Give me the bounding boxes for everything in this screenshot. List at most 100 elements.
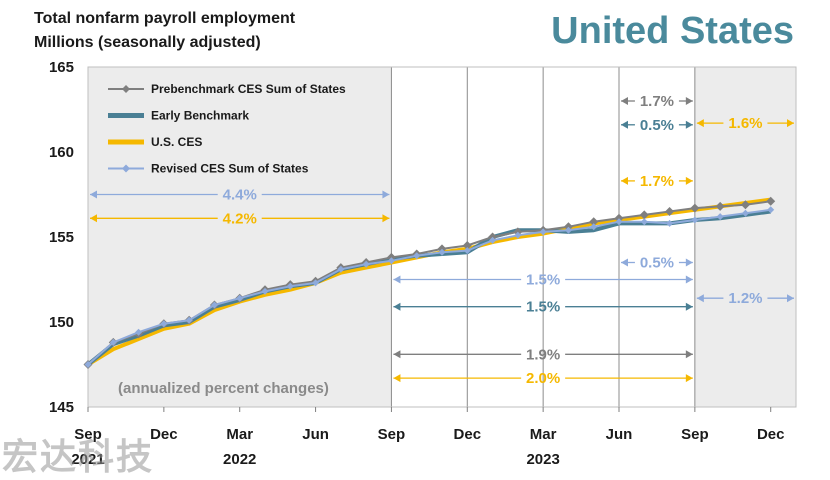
data-point bbox=[590, 223, 598, 231]
data-point bbox=[589, 217, 599, 227]
annotation-arrow bbox=[685, 350, 693, 359]
legend-label: Revised CES Sum of States bbox=[151, 162, 309, 176]
data-point bbox=[261, 287, 269, 295]
annotation-arrow bbox=[685, 302, 693, 311]
annotation-arrow bbox=[696, 294, 704, 303]
y-tick-label: 165 bbox=[49, 59, 74, 76]
annotation-label: 1.7% bbox=[640, 93, 674, 110]
x-tick-label: Dec bbox=[454, 426, 482, 443]
legend-label: Early Benchmark bbox=[151, 109, 249, 123]
data-point bbox=[666, 219, 674, 227]
data-point bbox=[84, 361, 92, 368]
legend-label: U.S. CES bbox=[151, 135, 202, 149]
data-point bbox=[539, 228, 547, 236]
annotation-arrow bbox=[787, 119, 794, 128]
watermark: 宏达科技 bbox=[2, 436, 155, 477]
plot-area bbox=[87, 66, 797, 408]
data-point bbox=[413, 252, 421, 260]
data-point bbox=[514, 231, 522, 239]
country-label: United States bbox=[551, 10, 794, 52]
data-point bbox=[665, 207, 675, 216]
chart-title: Total nonfarm payroll employment bbox=[34, 10, 296, 27]
annotation-arrow bbox=[393, 302, 401, 311]
annotation-arrow bbox=[382, 190, 390, 199]
data-point bbox=[741, 209, 749, 217]
annotation-arrow bbox=[685, 97, 693, 105]
data-point bbox=[463, 247, 471, 255]
data-point bbox=[489, 236, 497, 244]
data-point bbox=[716, 213, 724, 221]
year-label: 2021 bbox=[71, 451, 104, 468]
annotation-arrow bbox=[685, 275, 693, 284]
annotation-label: 1.5% bbox=[526, 272, 560, 289]
annotation-arrow bbox=[685, 258, 693, 267]
y-tick-label: 160 bbox=[49, 144, 74, 161]
x-tick-label: Sep bbox=[681, 426, 709, 443]
data-point bbox=[135, 328, 143, 336]
annotation-label: 2.0% bbox=[526, 370, 560, 387]
annotation-label: 4.2% bbox=[223, 210, 257, 227]
data-point bbox=[767, 206, 775, 214]
data-point bbox=[362, 260, 370, 268]
x-tick-label: Mar bbox=[226, 426, 253, 443]
data-point bbox=[690, 203, 700, 213]
annotation-arrow bbox=[621, 97, 628, 105]
annotation-arrow bbox=[621, 120, 628, 129]
data-point bbox=[387, 257, 395, 265]
data-point bbox=[312, 279, 320, 287]
y-tick-label: 150 bbox=[49, 314, 74, 331]
x-tick-label: Dec bbox=[757, 426, 785, 443]
annotation-arrow bbox=[621, 258, 628, 267]
data-point bbox=[615, 218, 623, 226]
data-point bbox=[210, 301, 218, 309]
x-tick-label: Dec bbox=[150, 426, 178, 443]
data-point bbox=[185, 316, 193, 324]
legend-marker bbox=[122, 85, 130, 93]
annotation-arrow bbox=[393, 350, 401, 359]
annotation-label: 1.2% bbox=[728, 290, 762, 307]
annotation-arrow bbox=[685, 120, 693, 129]
x-tick-label: Jun bbox=[606, 426, 633, 443]
chart-subtitle: Millions (seasonally adjusted) bbox=[34, 34, 261, 51]
annotation-label: 1.6% bbox=[728, 115, 762, 132]
annotation-label: 1.9% bbox=[526, 346, 560, 363]
annotation-arrow bbox=[685, 374, 693, 383]
data-point bbox=[286, 282, 294, 290]
data-point bbox=[639, 210, 649, 220]
annotation-arrow bbox=[382, 214, 390, 223]
annotation-arrow bbox=[393, 374, 401, 383]
y-tick-label: 155 bbox=[49, 229, 74, 246]
data-point bbox=[715, 201, 725, 211]
annotation-note: (annualized percent changes) bbox=[118, 380, 329, 397]
x-tick-label: Mar bbox=[530, 426, 557, 443]
data-point bbox=[640, 218, 648, 226]
annotation-label: 0.5% bbox=[640, 255, 674, 272]
data-point bbox=[766, 196, 776, 206]
data-point bbox=[438, 248, 446, 256]
annotation-label: 1.5% bbox=[526, 299, 560, 316]
series-line bbox=[87, 208, 771, 366]
legend-marker bbox=[122, 164, 130, 173]
annotation-arrow bbox=[90, 190, 97, 199]
annotation-label: 4.4% bbox=[223, 187, 257, 204]
y-tick-label: 145 bbox=[49, 399, 74, 416]
data-point bbox=[691, 216, 699, 224]
legend-label: Prebenchmark CES Sum of States bbox=[151, 82, 346, 96]
data-point bbox=[236, 294, 244, 302]
x-tick-label: Sep bbox=[74, 426, 102, 443]
year-label: 2023 bbox=[526, 451, 559, 468]
year-label: 2022 bbox=[223, 451, 256, 468]
shaded-region bbox=[88, 67, 392, 407]
data-point bbox=[462, 241, 472, 250]
x-tick-label: Sep bbox=[378, 426, 406, 443]
annotation-arrow bbox=[621, 176, 628, 185]
annotation-label: 0.5% bbox=[640, 117, 674, 134]
x-tick-label: Jun bbox=[302, 426, 329, 443]
data-point bbox=[337, 265, 345, 273]
annotation-arrow bbox=[685, 176, 693, 185]
data-point bbox=[564, 226, 572, 234]
annotation-arrow bbox=[787, 294, 794, 303]
annotation-arrow bbox=[393, 275, 401, 284]
annotation-arrow bbox=[696, 119, 704, 128]
